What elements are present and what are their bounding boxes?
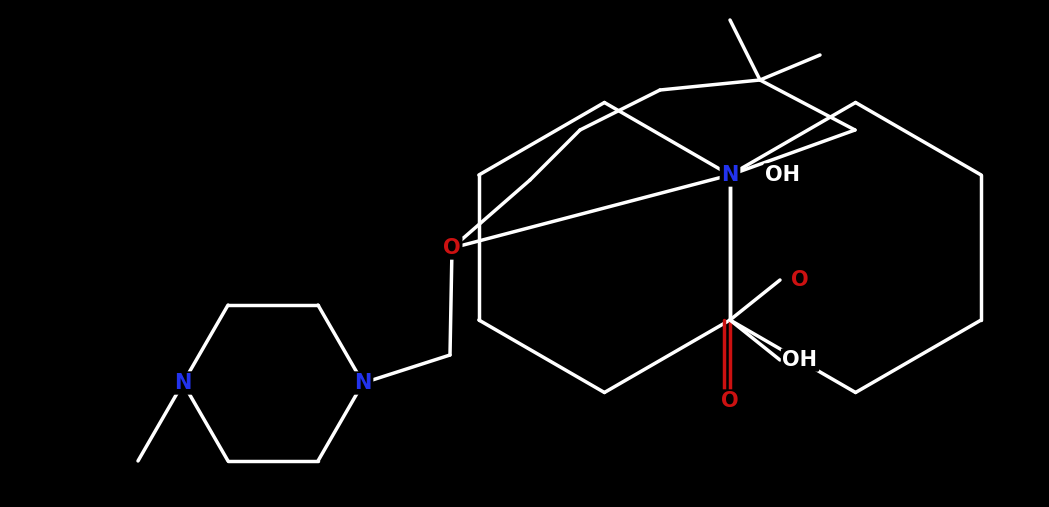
Text: N: N (722, 165, 738, 185)
Text: N: N (174, 373, 192, 393)
Text: O: O (791, 270, 809, 290)
Text: O: O (721, 391, 738, 411)
Text: OH: OH (765, 165, 800, 185)
Text: N: N (355, 373, 371, 393)
Text: OH: OH (783, 350, 817, 370)
Text: O: O (443, 238, 461, 258)
